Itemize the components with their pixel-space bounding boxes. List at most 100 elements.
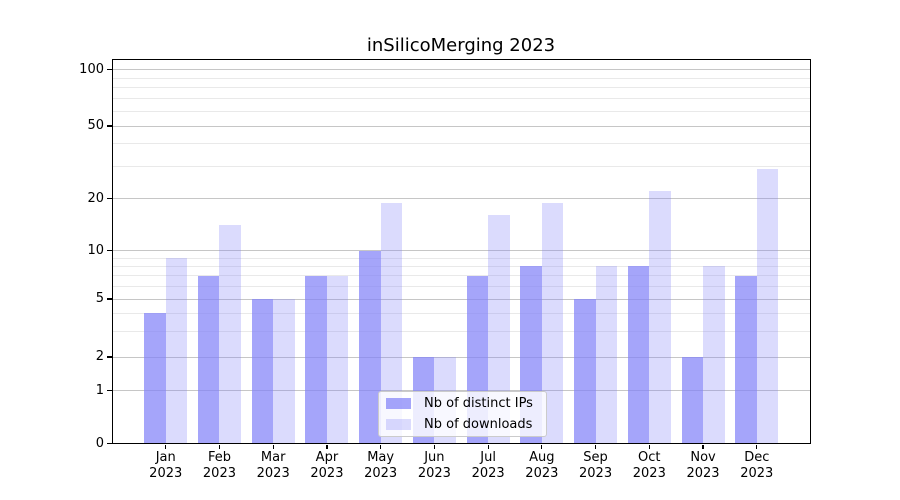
major-gridline-10 (113, 250, 810, 252)
minor-gridline-4 (113, 312, 810, 314)
major-gridline-50 (113, 125, 810, 127)
x-tick-year: 2023 (579, 465, 613, 481)
y-tick-label-50: 50 (87, 118, 104, 133)
y-tick-mark-0 (107, 442, 112, 445)
legend-label-downloads: Nb of downloads (424, 417, 533, 432)
y-tick-label-0: 0 (95, 435, 104, 451)
minor-gridline-80 (113, 87, 810, 89)
x-tick-mark-oct (648, 444, 650, 449)
x-tick-year: 2023 (149, 465, 183, 481)
bar-nb-of-downloads-oct (649, 191, 671, 444)
legend-item-distinct-ips: Nb of distinct IPs (386, 395, 546, 413)
legend: Nb of distinct IPs Nb of downloads (378, 391, 547, 437)
bar-nb-of-distinct-ips-mar (251, 299, 274, 444)
x-tick-label-jul: Jul 2023 (456, 450, 520, 481)
x-tick-label-may: May 2023 (349, 450, 413, 481)
bar-nb-of-distinct-ips-may (359, 250, 381, 444)
x-tick-label-feb: Feb 2023 (187, 450, 251, 481)
major-gridline-100 (113, 69, 810, 70)
x-tick-month: Aug (529, 450, 555, 465)
minor-gridline-30 (113, 166, 810, 168)
bar-nb-of-distinct-ips-jan (144, 313, 166, 444)
legend-swatch-downloads (386, 419, 411, 430)
x-tick-mark-aug (541, 444, 543, 449)
bar-nb-of-downloads-jul (488, 215, 510, 444)
x-tick-year: 2023 (632, 465, 666, 481)
y-tick-mark-10 (107, 250, 112, 252)
x-tick-year: 2023 (256, 465, 290, 481)
bar-nb-of-downloads-jan (165, 258, 188, 444)
x-tick-month: Oct (638, 450, 661, 465)
x-tick-mark-feb (218, 444, 221, 449)
minor-gridline-60 (113, 110, 810, 112)
bar-nb-of-downloads-sep (595, 266, 618, 444)
y-tick-mark-100 (107, 68, 112, 71)
y-tick-mark-1 (107, 389, 112, 392)
x-tick-mark-jan (165, 444, 167, 449)
x-tick-year: 2023 (686, 465, 720, 481)
bar-nb-of-distinct-ips-dec (735, 275, 757, 444)
bar-nb-of-downloads-feb (219, 225, 241, 444)
x-tick-year: 2023 (525, 465, 559, 481)
y-tick-mark-5 (107, 298, 112, 300)
x-tick-month: Jun (424, 450, 445, 465)
bar-nb-of-downloads-nov (703, 266, 725, 444)
bar-nb-of-downloads-apr (326, 275, 349, 444)
x-tick-mark-may (380, 444, 382, 449)
x-tick-label-dec: Dec 2023 (725, 450, 789, 481)
x-tick-label-jun: Jun 2023 (402, 450, 466, 481)
bar-nb-of-distinct-ips-sep (574, 299, 596, 444)
y-tick-label-1: 1 (95, 382, 104, 398)
y-tick-label-100: 100 (79, 61, 104, 77)
x-tick-year: 2023 (417, 465, 451, 481)
x-tick-month: Mar (260, 450, 286, 465)
minor-gridline-9 (113, 257, 810, 259)
legend-label-distinct-ips: Nb of distinct IPs (424, 396, 533, 411)
x-tick-mark-jun (433, 444, 435, 449)
x-tick-year: 2023 (310, 465, 344, 481)
x-tick-year: 2023 (740, 465, 774, 481)
minor-gridline-40 (113, 143, 810, 145)
y-tick-mark-2 (107, 356, 112, 358)
x-tick-label-sep: Sep 2023 (564, 450, 628, 481)
x-tick-month: Jan (155, 450, 176, 465)
y-tick-label-5: 5 (95, 291, 104, 306)
x-tick-mark-dec (756, 444, 758, 449)
minor-gridline-8 (113, 265, 810, 267)
y-tick-mark-20 (107, 198, 112, 200)
major-gridline-5 (113, 298, 810, 300)
x-tick-label-mar: Mar 2023 (241, 450, 305, 481)
legend-item-downloads: Nb of downloads (386, 416, 546, 434)
major-gridline-2 (113, 356, 810, 358)
x-tick-month: Jul (480, 450, 496, 465)
minor-gridline-6 (113, 285, 810, 287)
x-tick-year: 2023 (202, 465, 236, 481)
x-tick-month: Dec (744, 450, 770, 465)
minor-gridline-7 (113, 275, 810, 277)
bar-nb-of-downloads-dec (756, 169, 779, 444)
major-gridline-20 (113, 198, 810, 200)
x-tick-mark-jul (487, 444, 489, 449)
y-tick-mark-50 (107, 125, 112, 127)
y-tick-label-20: 20 (87, 190, 104, 206)
x-tick-year: 2023 (364, 465, 398, 481)
minor-gridline-90 (113, 77, 810, 79)
x-tick-year: 2023 (471, 465, 505, 481)
y-tick-label-10: 10 (87, 242, 104, 258)
x-tick-mark-sep (594, 444, 597, 449)
x-tick-mark-apr (326, 444, 328, 449)
bar-nb-of-downloads-mar (273, 299, 295, 444)
bar-nb-of-downloads-aug (541, 202, 564, 444)
bar-nb-of-downloads-may (380, 202, 403, 444)
legend-swatch-distinct-ips (386, 398, 411, 409)
x-tick-month: Nov (690, 450, 716, 465)
x-tick-month: Feb (207, 450, 231, 465)
chart-title: inSilicoMerging 2023 (366, 35, 556, 56)
bar-nb-of-distinct-ips-oct (627, 266, 650, 444)
x-tick-month: May (367, 450, 395, 465)
x-tick-month: Apr (315, 450, 339, 465)
x-tick-mark-mar (272, 444, 274, 449)
x-tick-label-nov: Nov 2023 (671, 450, 735, 481)
minor-gridline-70 (113, 98, 810, 100)
x-tick-mark-nov (702, 444, 704, 449)
